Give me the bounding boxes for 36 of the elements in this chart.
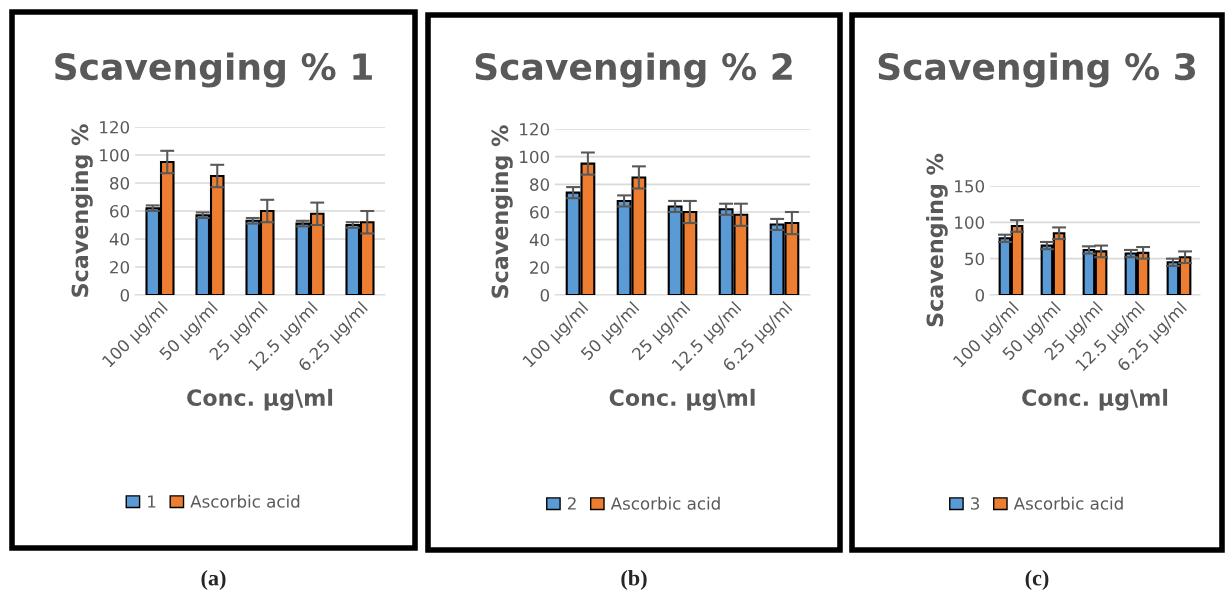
legend-label: 1 [148, 495, 156, 508]
y-tick-label: 0 [975, 288, 985, 302]
legend-label: Ascorbic acid [610, 496, 720, 510]
legend-label: Ascorbic acid [1013, 496, 1123, 510]
x-axis-title: Conc. µg\ml [1022, 388, 1168, 411]
y-tick-label: 100 [955, 216, 985, 229]
y-tick-label: 150 [955, 179, 985, 193]
y-tick-label: 20 [530, 261, 550, 274]
legend-label: Ascorbic acid [190, 494, 300, 508]
y-axis-title: Scavenging % [491, 125, 513, 298]
y-tick-label: 120 [520, 122, 550, 136]
y-tick-label: 20 [110, 260, 130, 274]
y-tick-label: 100 [100, 148, 130, 162]
y-axis-title: Scavenging % [926, 153, 948, 327]
text: (c) [1025, 569, 1049, 591]
chart-title: Scavenging % 2 [475, 52, 792, 88]
y-tick-label: 40 [529, 233, 550, 247]
x-axis-title: Conc. µg\ml [187, 388, 333, 411]
y-tick-label: 100 [520, 150, 550, 164]
chart-title: Scavenging % 3 [878, 52, 1196, 88]
y-axis-title: Scavenging % [71, 124, 93, 297]
chart-title: Scavenging % 1 [55, 52, 372, 88]
y-tick-label: 0 [540, 288, 550, 302]
y-tick-label: 0 [120, 288, 130, 302]
y-tick-label: 60 [530, 205, 550, 219]
y-tick-label: 50 [965, 252, 985, 266]
y-tick-label: 60 [110, 204, 130, 218]
y-tick-label: 120 [100, 120, 130, 134]
y-tick-label: 80 [530, 178, 550, 191]
x-axis-title: Conc. µg\ml [609, 388, 755, 411]
legend-label: 2 [567, 497, 576, 510]
legend-label: 3 [971, 497, 980, 510]
y-tick-label: 80 [110, 176, 130, 190]
text: (a) [201, 569, 226, 591]
text: (b) [621, 569, 647, 591]
y-tick-label: 40 [109, 232, 130, 246]
